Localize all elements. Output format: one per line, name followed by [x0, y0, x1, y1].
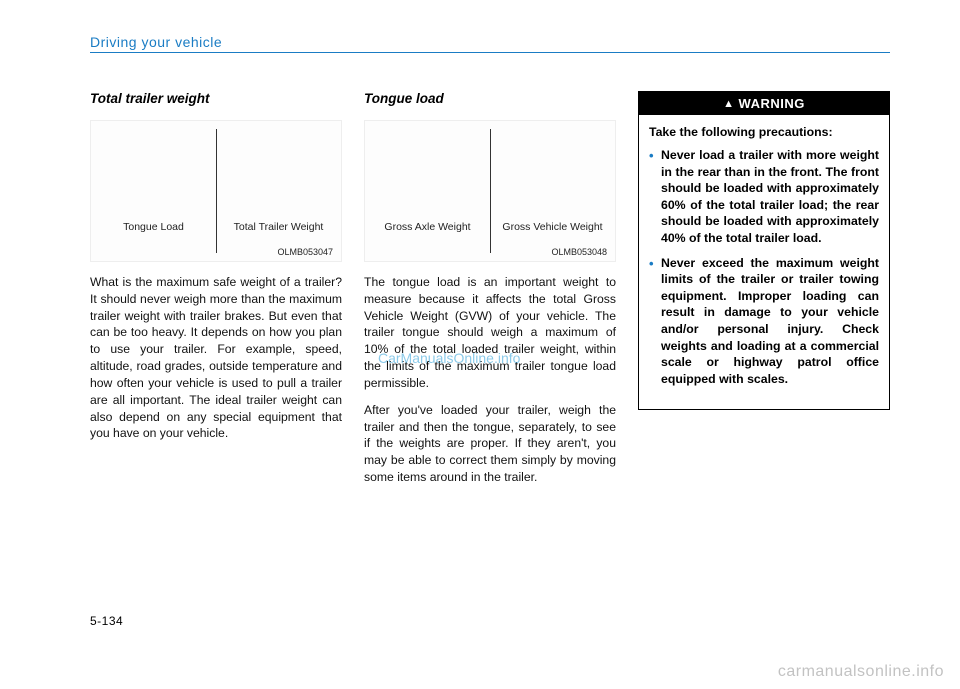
manual-page: Driving your vehicle Total trailer weigh…	[0, 0, 960, 640]
body-paragraph: The tongue load is an important weight t…	[364, 274, 616, 392]
warning-body: Take the following precautions: Never lo…	[639, 115, 889, 409]
section-header: Driving your vehicle	[90, 34, 890, 50]
figure-label-tongue-load: Tongue Load	[91, 221, 216, 233]
column-left: Total trailer weight Tongue Load Total T…	[90, 91, 342, 496]
body-paragraph: What is the maximum safe weight of a tra…	[90, 274, 342, 442]
column-right: ▲ WARNING Take the following precautions:…	[638, 91, 890, 496]
warning-bullet: Never load a trailer with more weight in…	[649, 147, 879, 247]
heading-tongue-load: Tongue load	[364, 91, 616, 106]
figure-tongue-load: Gross Axle Weight Gross Vehicle Weight O…	[364, 120, 616, 262]
figure-trailer-weight: Tongue Load Total Trailer Weight OLMB053…	[90, 120, 342, 262]
warning-title: WARNING	[739, 96, 805, 111]
figure-label-gross-axle-weight: Gross Axle Weight	[365, 221, 490, 233]
figure-divider	[216, 129, 217, 253]
figure-label-gross-vehicle-weight: Gross Vehicle Weight	[490, 221, 615, 233]
content-columns: Total trailer weight Tongue Load Total T…	[90, 91, 890, 496]
warning-intro: Take the following precautions:	[649, 125, 879, 139]
figure-code: OLMB053047	[277, 247, 333, 257]
column-middle: Tongue load Gross Axle Weight Gross Vehi…	[364, 91, 616, 496]
warning-bullet: Never exceed the maximum weight limits o…	[649, 255, 879, 388]
figure-code: OLMB053048	[551, 247, 607, 257]
figure-label-total-trailer-weight: Total Trailer Weight	[216, 221, 341, 233]
warning-icon: ▲	[723, 98, 734, 110]
page-number: 5-134	[90, 614, 123, 628]
heading-total-trailer-weight: Total trailer weight	[90, 91, 342, 106]
watermark-bottom: carmanualsonline.info	[778, 663, 944, 681]
warning-box: ▲ WARNING Take the following precautions:…	[638, 91, 890, 410]
figure-divider	[490, 129, 491, 253]
header-rule	[90, 52, 890, 53]
warning-heading: ▲ WARNING	[639, 92, 889, 115]
warning-list: Never load a trailer with more weight in…	[649, 147, 879, 387]
body-paragraph: After you've loaded your trailer, weigh …	[364, 402, 616, 486]
